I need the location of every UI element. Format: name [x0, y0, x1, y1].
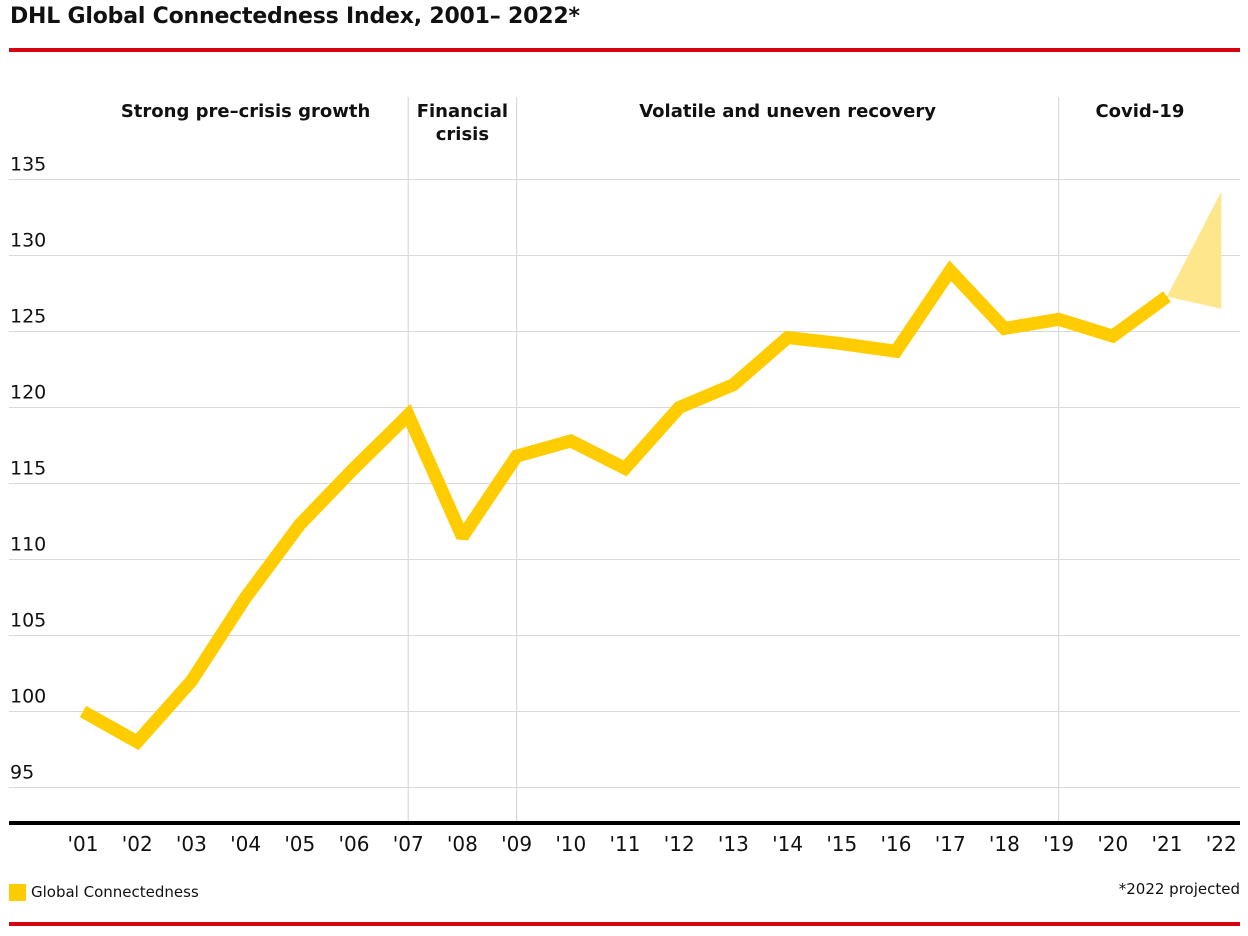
x-tick-label: '20 [1097, 832, 1128, 856]
period-label: crisis [436, 124, 489, 145]
data-point [299, 524, 301, 526]
x-tick-label: '07 [393, 832, 424, 856]
x-tick-label: '01 [68, 832, 99, 856]
data-point [1166, 296, 1168, 298]
data-point [407, 414, 409, 416]
top-rule [9, 48, 1240, 52]
projection-area [1167, 191, 1222, 309]
y-tick-label: 95 [10, 762, 34, 784]
data-point [624, 467, 626, 469]
data-point [353, 467, 355, 469]
period-label: Volatile and uneven recovery [639, 101, 936, 122]
data-point [787, 337, 789, 339]
data-point [1058, 318, 1060, 320]
data-point [949, 270, 951, 272]
data-point [245, 597, 247, 598]
data-point [570, 440, 572, 442]
data-point [1003, 327, 1005, 329]
y-tick-label: 125 [10, 306, 46, 328]
data-point [82, 711, 84, 712]
legend: Global Connectedness [9, 883, 199, 901]
x-tick-label: '19 [1043, 832, 1074, 856]
x-tick-label: '05 [284, 832, 315, 856]
y-tick-label: 115 [10, 458, 46, 480]
legend-swatch [9, 883, 26, 901]
y-tick-label: 135 [10, 154, 46, 176]
period-label: Covid-19 [1095, 101, 1184, 122]
x-tick-label: '08 [447, 832, 478, 856]
x-tick-label: '22 [1206, 832, 1237, 856]
x-tick-label: '17 [935, 832, 966, 856]
data-point [1112, 335, 1114, 337]
data-point [516, 455, 518, 457]
x-tick-label: '21 [1152, 832, 1183, 856]
data-point [895, 350, 897, 352]
x-tick-label: '10 [555, 832, 586, 856]
x-tick-label: '16 [881, 832, 912, 856]
y-tick-label: 130 [10, 230, 46, 252]
data-point [461, 536, 463, 538]
x-tick-label: '09 [501, 832, 532, 856]
y-tick-label: 100 [10, 686, 46, 708]
x-tick-label: '06 [339, 832, 370, 856]
series-line [79, 260, 1171, 751]
y-tick-label: 120 [10, 382, 46, 404]
x-tick-label: '15 [826, 832, 857, 856]
data-point [190, 680, 192, 682]
legend-label: Global Connectedness [31, 883, 199, 901]
y-tick-label: 105 [10, 610, 46, 632]
x-tick-label: '14 [772, 832, 803, 856]
data-point [678, 407, 680, 408]
x-tick-label: '03 [176, 832, 207, 856]
x-tick-label: '13 [718, 832, 749, 856]
chart-title: DHL Global Connectedness Index, 2001– 20… [10, 4, 580, 29]
data-point [136, 741, 138, 743]
x-tick-label: '04 [230, 832, 261, 856]
x-tick-label: '11 [610, 832, 641, 856]
period-label: Financial [417, 101, 508, 122]
footnote: *2022 projected [1118, 880, 1240, 898]
x-tick-label: '18 [989, 832, 1020, 856]
x-tick-label: '12 [664, 832, 695, 856]
x-tick-label: '02 [122, 832, 153, 856]
bottom-rule [9, 922, 1240, 926]
y-tick-label: 110 [10, 534, 46, 556]
data-point [841, 343, 843, 345]
line-chart: 95 100 105 110 115 120 125 130 135 Strong pre–cri… [9, 97, 1240, 856]
period-label: Strong pre–crisis growth [121, 101, 371, 122]
data-point [732, 384, 734, 386]
